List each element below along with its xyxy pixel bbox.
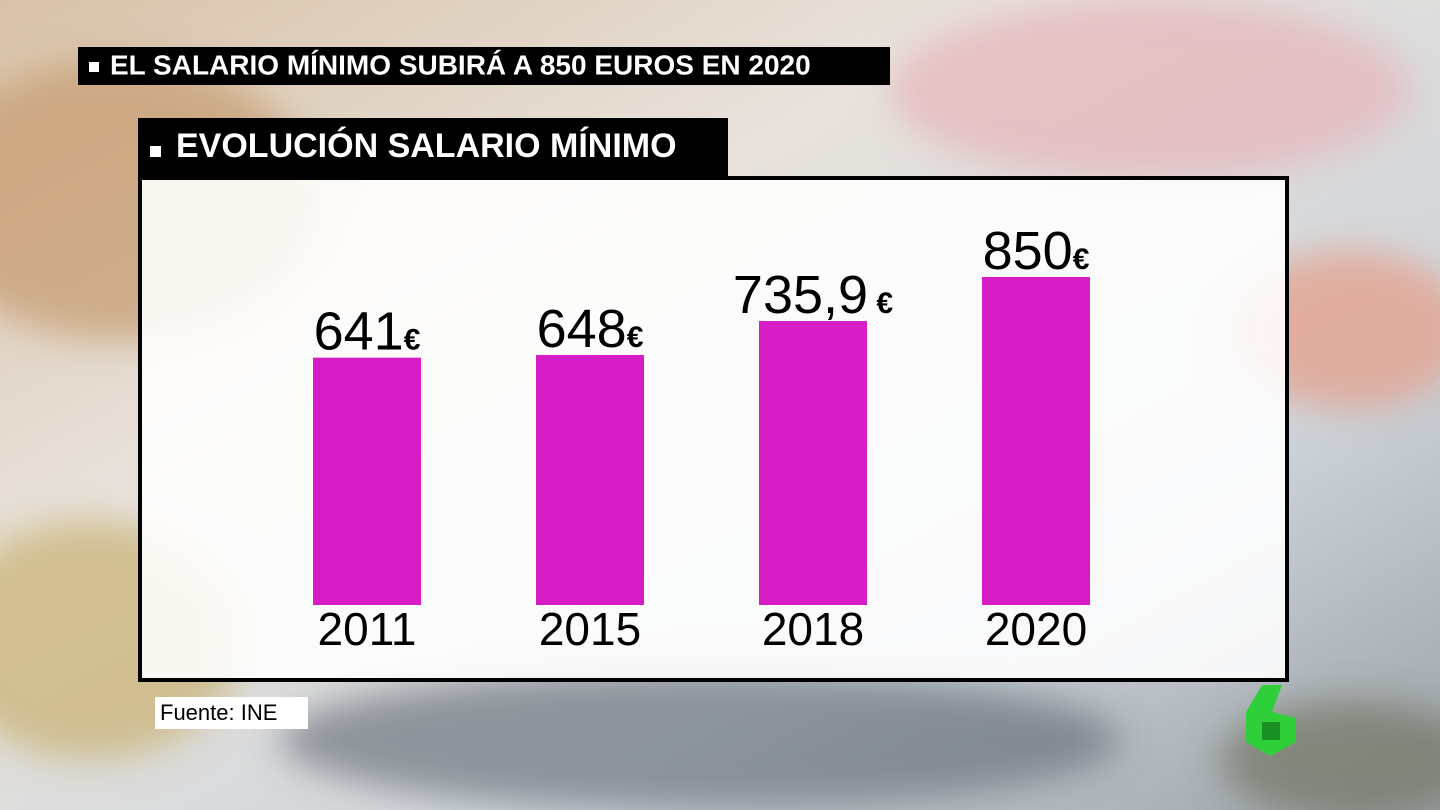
- channel-logo: [1246, 685, 1296, 756]
- x-tick-label: 2015: [539, 603, 641, 655]
- value-label: 735,9 €: [733, 265, 893, 325]
- bar: [759, 321, 867, 605]
- value-label: 641€: [314, 302, 421, 362]
- bar: [536, 354, 644, 605]
- source: Fuente: INE: [160, 700, 277, 725]
- source-box: [155, 697, 308, 729]
- x-tick-label: 2011: [318, 603, 417, 655]
- chart-panel: [138, 176, 1289, 682]
- headline-box: [78, 47, 890, 85]
- value-label: 850€: [983, 221, 1090, 281]
- headline: EL SALARIO MÍNIMO SUBIRÁ A 850 EUROS EN …: [110, 49, 811, 80]
- bullet: [89, 62, 99, 72]
- chart-title: EVOLUCIÓN SALARIO MÍNIMO: [176, 127, 677, 165]
- x-tick-label: 2020: [985, 603, 1087, 655]
- x-tick-label: 2018: [762, 603, 864, 655]
- bar: [982, 277, 1090, 605]
- title-box: [138, 118, 728, 176]
- value-label: 648€: [537, 299, 644, 359]
- bar: [313, 357, 421, 605]
- bullet: [150, 146, 161, 157]
